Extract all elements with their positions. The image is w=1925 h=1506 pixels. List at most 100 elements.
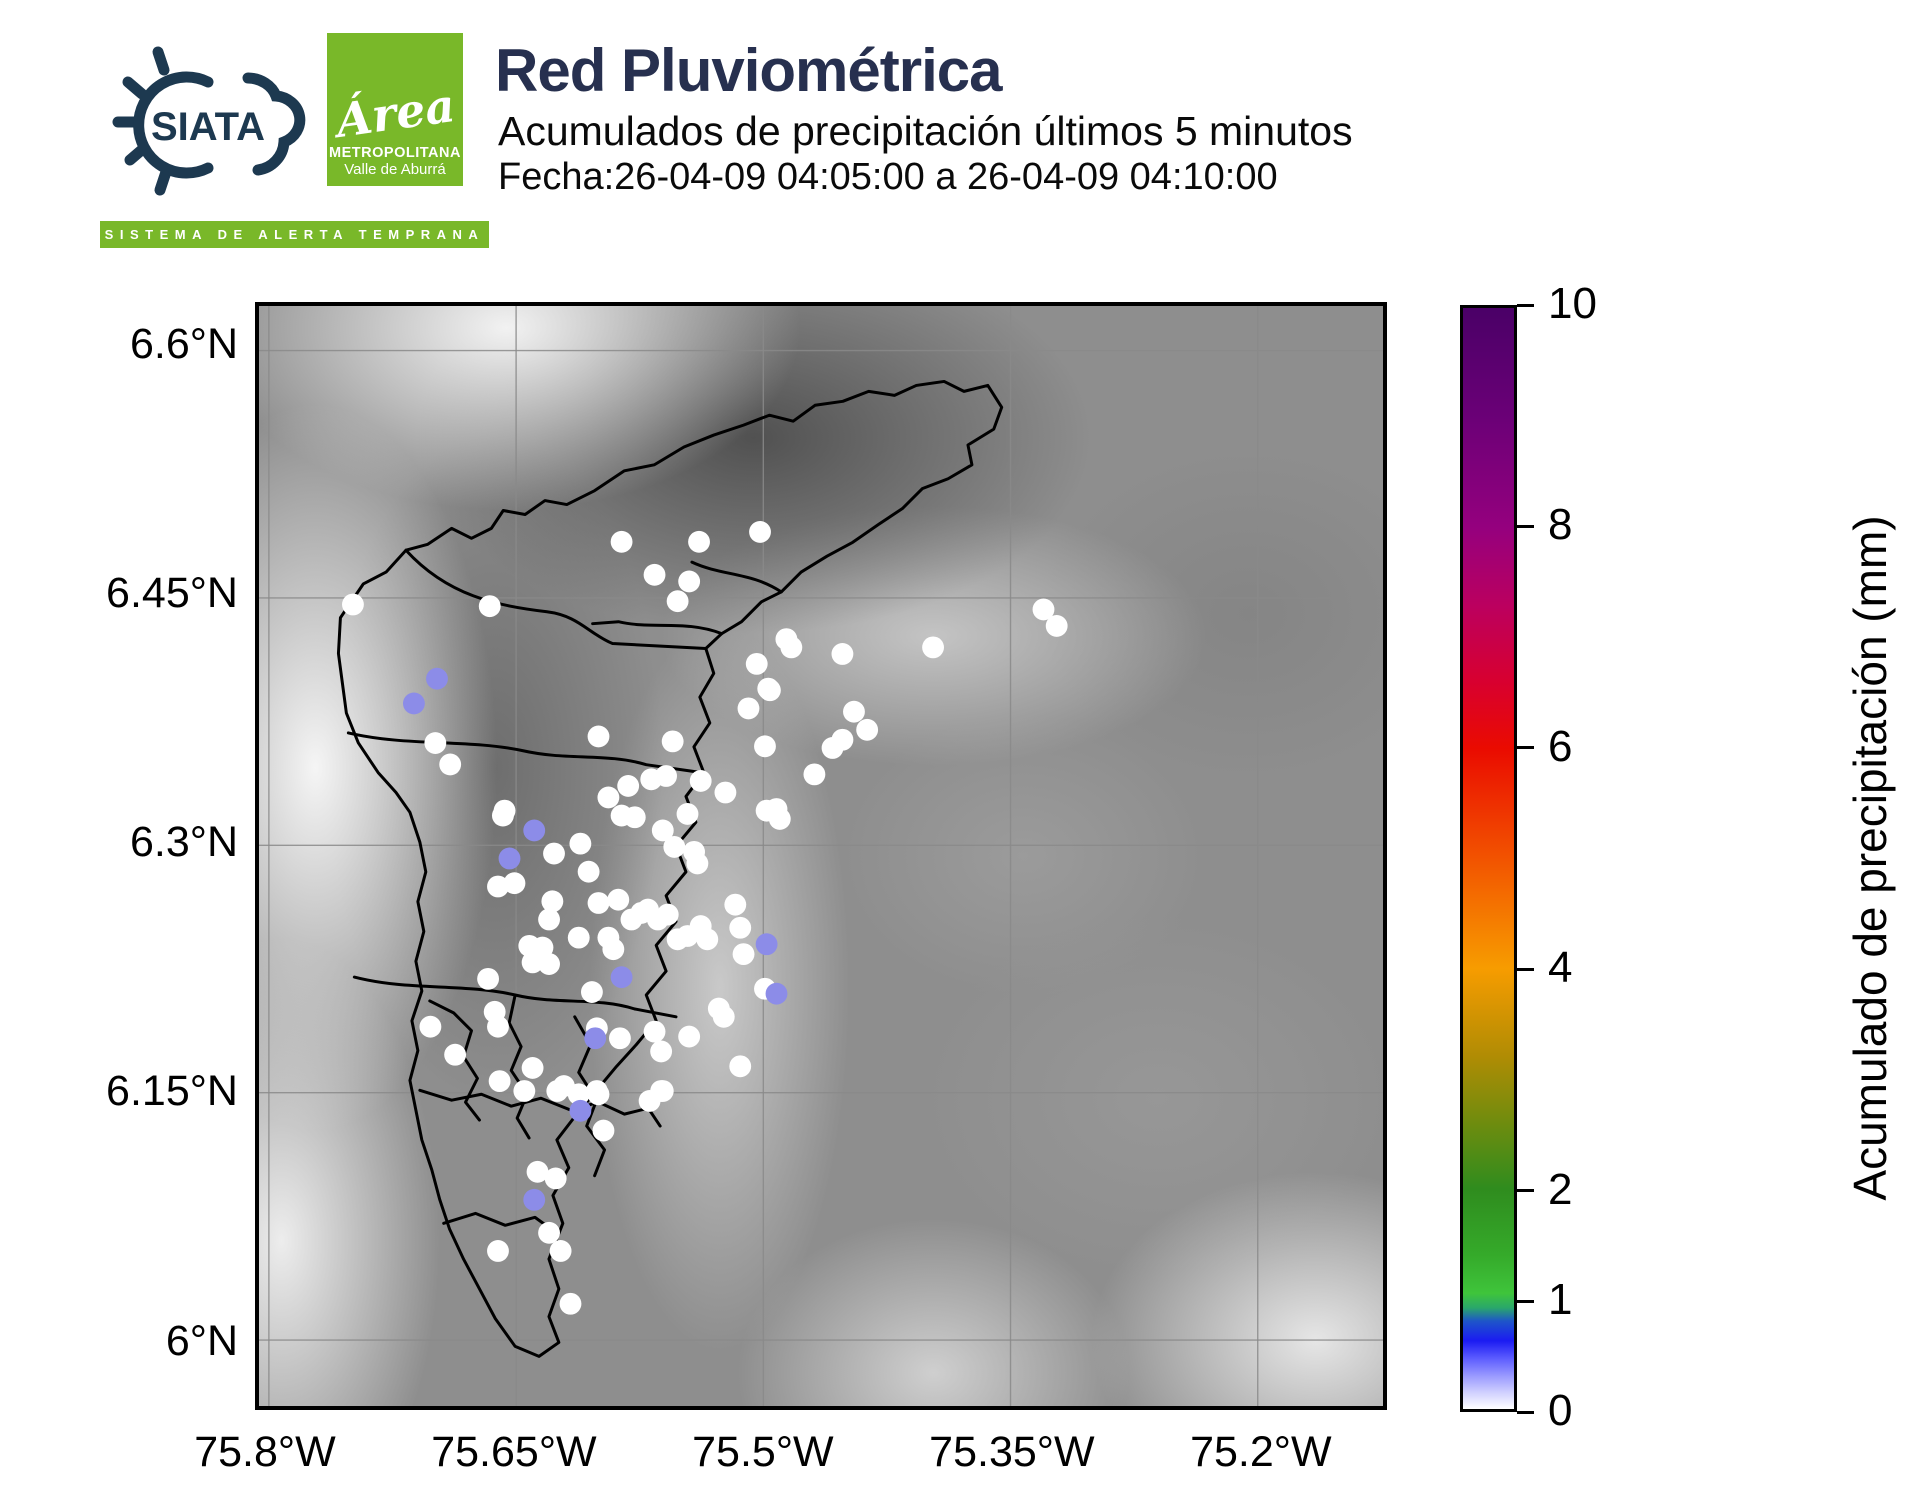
station-dot-sin-lluvia [729, 916, 752, 939]
station-dot-sin-lluvia [580, 981, 603, 1003]
municipality-boundary [507, 993, 531, 1140]
ytick-label: 6°N [165, 1316, 238, 1365]
station-dot-sin-lluvia [1045, 615, 1068, 637]
station-dot-sin-lluvia [650, 1040, 673, 1063]
station-dot-sin-lluvia [444, 1043, 467, 1066]
station-dot-sin-lluvia [544, 1167, 567, 1190]
station-dot-sin-lluvia [689, 770, 712, 792]
station-dot-sin-lluvia [617, 774, 640, 797]
station-dot-lluvia-ligera [610, 966, 633, 989]
colorbar-tick [1517, 524, 1534, 528]
station-dot-sin-lluvia [487, 1015, 509, 1038]
colorbar-tick-label: 10 [1548, 279, 1597, 328]
municipality-boundary [418, 1088, 662, 1128]
station-dot-sin-lluvia [732, 943, 755, 966]
station-dot-sin-lluvia [712, 1005, 735, 1028]
station-dot-lluvia-ligera [523, 1188, 546, 1211]
ytick-label: 6.15°N [106, 1067, 238, 1116]
colorbar-tick [1517, 967, 1534, 971]
station-dot-sin-lluvia [663, 836, 686, 858]
area-logo-line2: Valle de Aburrá [344, 161, 446, 178]
station-dot-lluvia-ligera [402, 692, 425, 715]
station-dot-sin-lluvia [513, 1080, 536, 1102]
xtick-label: 75.5°W [692, 1428, 834, 1476]
station-dot-sin-lluvia [714, 781, 737, 804]
colorbar-tick-label: 8 [1548, 500, 1573, 550]
siata-sun-arc [133, 71, 214, 179]
station-dot-sin-lluvia [538, 1221, 560, 1244]
xtick-label: 75.2°W [1190, 1428, 1332, 1476]
station-dot-sin-lluvia [477, 967, 500, 990]
station-dot-sin-lluvia [655, 765, 678, 787]
station-dot-sin-lluvia [803, 763, 826, 786]
station-dot-sin-lluvia [696, 928, 719, 951]
municipality-boundary [442, 1211, 559, 1235]
station-dot-sin-lluvia [487, 875, 509, 898]
xtick-label: 75.35°W [929, 1428, 1095, 1476]
station-dot-lluvia-ligera [569, 1099, 592, 1122]
station-dot-sin-lluvia [686, 852, 709, 875]
station-dot-sin-lluvia [1032, 598, 1055, 621]
precipitation-map [255, 302, 1387, 1410]
station-dot-sin-lluvia [569, 832, 592, 855]
station-dot-sin-lluvia [585, 1080, 608, 1102]
colorbar-tick [1517, 303, 1534, 307]
station-dot-sin-lluvia [651, 1080, 674, 1102]
colorbar-tick [1517, 1410, 1534, 1414]
station-dot-sin-lluvia [419, 1015, 442, 1038]
colorbar-tick-label: 6 [1548, 721, 1573, 771]
page-title: Red Pluviométrica [495, 37, 1003, 104]
station-dot-sin-lluvia [729, 1055, 752, 1078]
station-dot-sin-lluvia [651, 819, 674, 842]
siata-logo-label: SIATA [151, 105, 265, 149]
station-dot-lluvia-ligera [584, 1027, 607, 1050]
date-range: Fecha:26-04-09 04:05:00 a 26-04-09 04:10… [498, 156, 1278, 198]
station-dot-sin-lluvia [543, 842, 565, 865]
station-dot-sin-lluvia [526, 1160, 549, 1183]
station-dot-sin-lluvia [831, 643, 854, 665]
station-dot-sin-lluvia [656, 903, 679, 926]
station-dot-sin-lluvia [758, 679, 781, 702]
station-dot-sin-lluvia [643, 563, 666, 586]
station-dot-sin-lluvia [688, 530, 710, 553]
station-dot-sin-lluvia [922, 636, 944, 659]
siata-cloud-arc [242, 72, 306, 176]
station-dot-sin-lluvia [607, 888, 630, 911]
ytick-label: 6.45°N [106, 569, 238, 618]
xtick-label: 75.8°W [194, 1428, 336, 1476]
station-dot-sin-lluvia [597, 786, 620, 809]
station-dot-lluvia-ligera [523, 819, 546, 842]
station-dot-sin-lluvia [643, 1020, 666, 1043]
station-dot-sin-lluvia [754, 735, 776, 758]
station-dot-lluvia-ligera [498, 847, 521, 870]
colorbar-tick-label: 4 [1548, 943, 1573, 993]
station-dot-sin-lluvia [538, 908, 560, 931]
station-dot-sin-lluvia [491, 804, 514, 827]
station-dot-sin-lluvia [587, 892, 610, 914]
ytick-label: 6.6°N [129, 319, 238, 368]
station-dot-sin-lluvia [487, 1240, 509, 1262]
municipality-boundary [346, 731, 704, 775]
municipality-boundary [591, 620, 724, 636]
ytick-label: 6.3°N [129, 818, 238, 867]
colorbar-tick [1517, 1189, 1534, 1193]
area-logo-line1: METROPOLITANA [329, 145, 461, 161]
station-dot-sin-lluvia [724, 893, 747, 916]
station-dot-sin-lluvia [503, 872, 526, 895]
station-dot-sin-lluvia [549, 1240, 572, 1262]
station-dot-sin-lluvia [821, 737, 844, 759]
xtick-label: 75.65°W [431, 1428, 597, 1476]
station-dot-sin-lluvia [424, 732, 447, 754]
station-dot-sin-lluvia [602, 938, 625, 961]
station-dot-sin-lluvia [587, 725, 610, 748]
municipality-boundary [690, 560, 783, 594]
station-dot-sin-lluvia [843, 700, 865, 723]
siata-logo: SIATA [112, 46, 306, 196]
map-overlay-svg [259, 306, 1383, 1406]
siata-tagline: SISTEMA DE ALERTA TEMPRANA [104, 227, 485, 242]
station-dot-sin-lluvia [342, 593, 364, 616]
station-dot-sin-lluvia [666, 590, 689, 613]
precipitation-colorbar [1460, 305, 1517, 1412]
station-dot-sin-lluvia [678, 570, 701, 593]
